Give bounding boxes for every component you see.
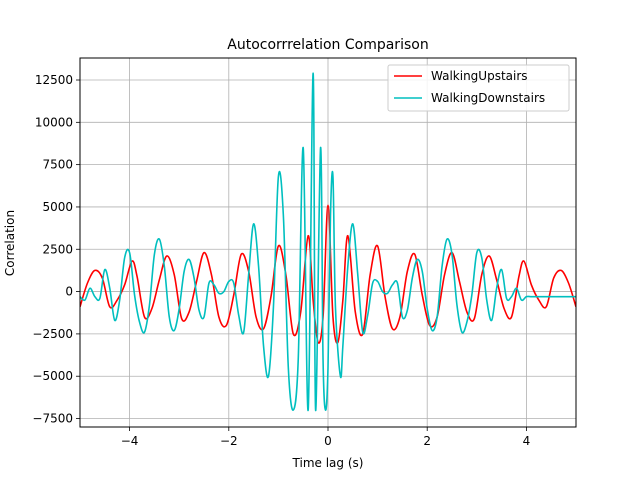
y-tick-label: 10000 — [35, 115, 73, 129]
legend-box — [387, 64, 570, 112]
x-tick-label: 4 — [523, 434, 531, 448]
x-axis-label: Time lag (s) — [292, 456, 364, 470]
legend-label-walking-downstairs: WalkingDownstairs — [431, 91, 545, 105]
y-tick-label: −5000 — [32, 369, 73, 383]
y-tick-label: 5000 — [42, 200, 73, 214]
chart-title: Autocorrrelation Comparison — [227, 37, 428, 53]
y-axis-label: Correlation — [3, 210, 17, 276]
y-tick-label: 12500 — [35, 73, 73, 87]
y-tick-label: 0 — [65, 285, 73, 299]
y-axis-ticks: −7500 −5000 −2500 0 2500 5000 7500 10000 12500 — [32, 73, 80, 426]
series-line-walking-downstairs — [80, 72, 576, 411]
x-tick-label: 2 — [423, 434, 431, 448]
y-tick-label: −2500 — [32, 327, 73, 341]
series-line-walking-upstairs — [80, 204, 576, 344]
y-tick-label: 7500 — [42, 158, 73, 172]
x-tick-label: 0 — [324, 434, 332, 448]
series-lines — [80, 72, 576, 411]
legend-label-walking-upstairs: WalkingUpstairs — [431, 69, 528, 83]
legend: WalkingUpstairs WalkingDownstairs — [387, 64, 570, 112]
grid — [80, 58, 576, 427]
y-tick-label: −7500 — [32, 412, 73, 426]
x-axis-ticks: −4 −2 0 2 4 — [121, 427, 530, 448]
x-tick-label: −4 — [121, 434, 139, 448]
y-tick-label: 2500 — [42, 242, 73, 256]
x-tick-label: −2 — [220, 434, 238, 448]
